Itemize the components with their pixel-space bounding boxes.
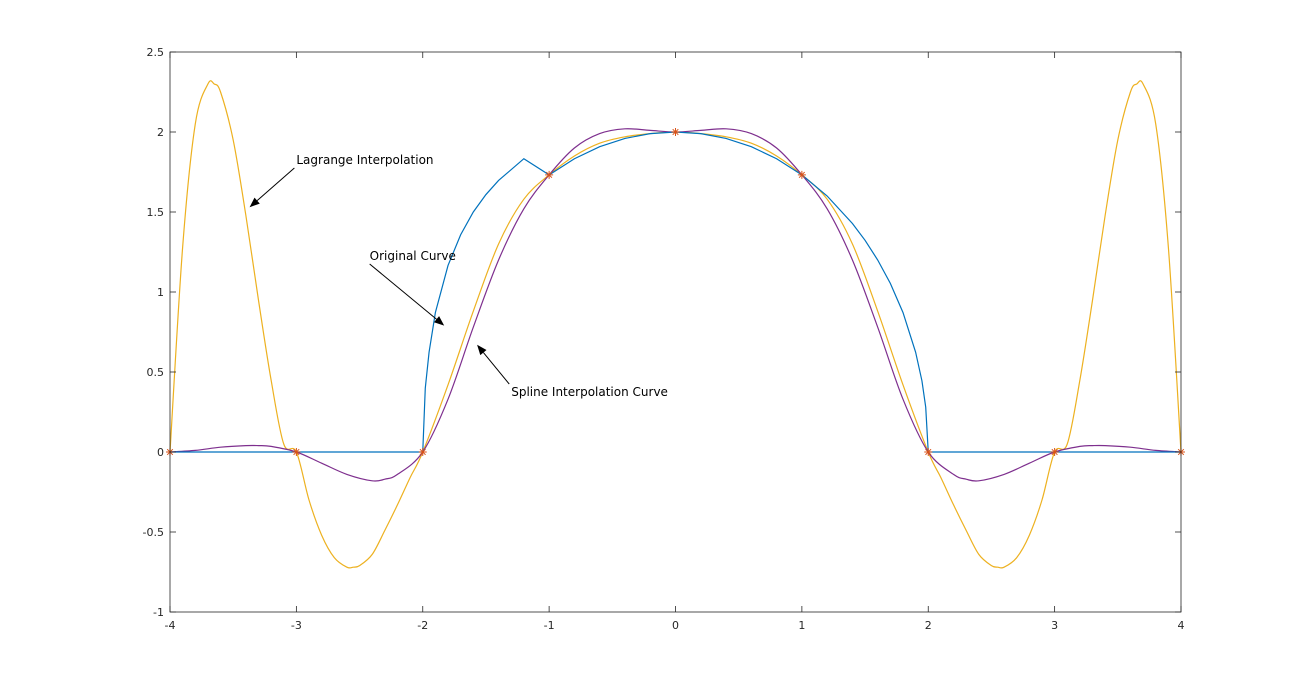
y-tick-label: 0 bbox=[157, 446, 164, 459]
data-point-marker bbox=[671, 128, 680, 136]
annotation-label: Lagrange Interpolation bbox=[296, 153, 433, 167]
data-point-marker bbox=[292, 448, 301, 456]
annotation-arrow-line bbox=[256, 167, 295, 201]
data-point-marker bbox=[1050, 448, 1059, 456]
x-tick-label: 1 bbox=[798, 619, 805, 632]
axes: -4 -3 -2 -1 0 1 2 3 4 -1 -0.5 0 0.5 1 1.5 2 2.5 bbox=[143, 46, 1185, 632]
data-point-marker bbox=[418, 448, 427, 456]
annotation-arrow-head bbox=[477, 344, 487, 356]
y-tick-label: 1 bbox=[157, 286, 164, 299]
data-point-marker bbox=[924, 448, 933, 456]
x-tick-label: -2 bbox=[417, 619, 428, 632]
x-tick-label: -1 bbox=[544, 619, 555, 632]
x-tick-label: 0 bbox=[672, 619, 679, 632]
data-point-marker bbox=[545, 170, 554, 179]
annotation-arrow-head bbox=[434, 316, 445, 326]
y-tick-label: 1.5 bbox=[147, 206, 165, 219]
plot-area bbox=[170, 52, 1181, 612]
x-tick-label: 2 bbox=[925, 619, 932, 632]
annotations: Lagrange Interpolation Original Curve Spli… bbox=[249, 153, 668, 399]
x-tick-label: 3 bbox=[1051, 619, 1058, 632]
y-tick-label: -0.5 bbox=[143, 526, 164, 539]
plot-background bbox=[170, 52, 1181, 612]
x-tick-label: -3 bbox=[291, 619, 302, 632]
annotation-arrow-head bbox=[249, 197, 260, 208]
data-point-marker bbox=[797, 170, 806, 179]
x-tick-label: 4 bbox=[1178, 619, 1185, 632]
annotation-label: Spline Interpolation Curve bbox=[511, 385, 668, 399]
y-tick-label: 2 bbox=[157, 126, 164, 139]
annotation-arrow-line bbox=[483, 352, 510, 385]
annotation-label: Original Curve bbox=[370, 249, 456, 263]
x-tick-label: -4 bbox=[165, 619, 176, 632]
annotation-arrow-line bbox=[369, 263, 437, 320]
y-tick-label: 2.5 bbox=[147, 46, 165, 59]
y-tick-label: -1 bbox=[153, 606, 164, 619]
y-tick-label: 0.5 bbox=[147, 366, 165, 379]
